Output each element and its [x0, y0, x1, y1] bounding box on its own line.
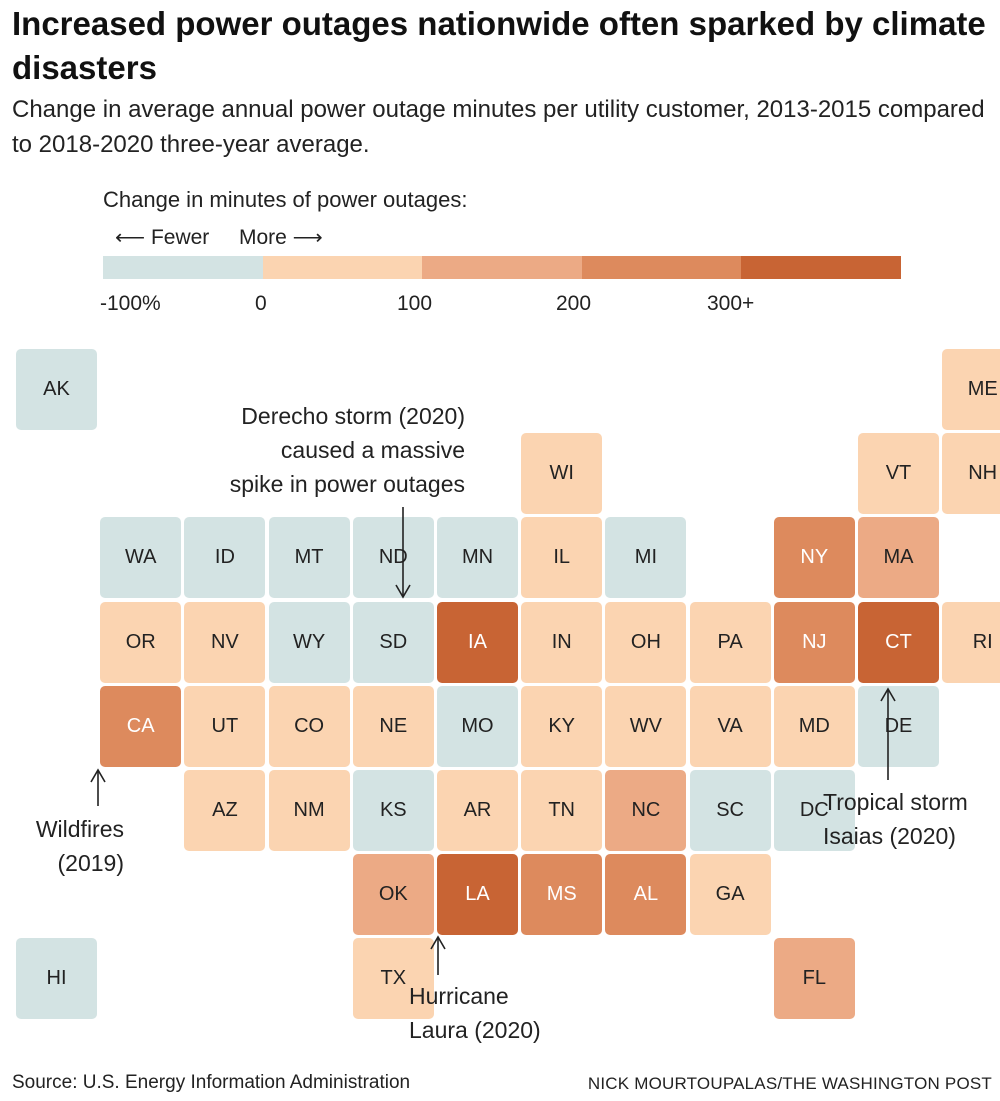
legend-color-swatch	[741, 256, 901, 279]
state-tile-mi: MI	[605, 517, 687, 599]
annotation-line: caused a massive	[280, 437, 465, 463]
chart-title: Increased power outages nationwide often…	[12, 5, 986, 86]
state-tile-nh: NH	[942, 433, 1000, 515]
state-tile-mo: MO	[437, 685, 518, 767]
state-tile-nv: NV	[184, 601, 266, 683]
laura-annotation: Hurricane Laura (2020)	[409, 979, 541, 1047]
state-tile-or: OR	[100, 601, 182, 683]
state-tile-ga: GA	[689, 854, 771, 936]
state-tile-al: AL	[605, 854, 687, 936]
legend-color-swatch	[262, 256, 423, 279]
state-tile-wy: WY	[268, 601, 350, 683]
state-tile-ar: AR	[437, 770, 518, 851]
state-tile-in: IN	[521, 601, 603, 683]
isaias-arrowhead	[880, 687, 896, 702]
annotation-line: spike in power outages	[229, 471, 465, 497]
state-tile-ne: NE	[352, 685, 434, 767]
annotation-line: Hurricane	[409, 983, 509, 1009]
state-tile-la: LA	[437, 854, 518, 936]
legend-color-swatch	[422, 256, 582, 279]
state-tile-ma: MA	[858, 517, 939, 599]
state-tile-az: AZ	[184, 770, 266, 851]
state-tile-vt: VT	[858, 433, 939, 515]
state-tile-sd: SD	[352, 601, 434, 683]
state-tile-ct: CT	[858, 601, 939, 683]
legend-color-swatch	[103, 256, 263, 279]
state-tile-ky: KY	[521, 685, 603, 767]
source-note: Source: U.S. Energy Information Administ…	[12, 1072, 411, 1093]
state-tile-ia: IA	[437, 601, 518, 683]
state-tile-wa: WA	[100, 517, 182, 599]
state-tile-ny: NY	[773, 517, 855, 599]
state-tile-tn: TN	[521, 770, 603, 851]
annotation-line: Wildfires	[35, 816, 124, 842]
laura-arrowhead	[430, 935, 446, 950]
state-tile-dc: DC	[773, 770, 855, 851]
annotation-line: Isaias (2020)	[823, 823, 956, 849]
legend-color-swatch	[581, 256, 742, 279]
legend-color-scale	[103, 256, 901, 279]
chart-subtitle: Change in average annual power outage mi…	[12, 96, 985, 158]
state-tile-md: MD	[773, 685, 855, 767]
state-tile-tx: TX	[352, 938, 434, 1020]
annotation-line: (2019)	[57, 850, 124, 876]
state-tile-hi: HI	[16, 938, 97, 1020]
derecho-annotation: Derecho storm (2020) caused a massive sp…	[186, 399, 465, 501]
state-tile-nc: NC	[605, 770, 687, 851]
state-tile-ri: RI	[942, 601, 1000, 683]
derecho-arrowhead	[395, 584, 411, 599]
annotation-line: Laura (2020)	[409, 1017, 541, 1043]
legend-title: Change in minutes of power outages:	[103, 187, 468, 212]
legend-tick: 0	[255, 292, 267, 315]
state-tile-nm: NM	[268, 770, 350, 851]
legend-tick: 300+	[707, 292, 755, 315]
state-tile-ms: MS	[521, 854, 603, 936]
state-tile-id: ID	[184, 517, 266, 599]
credit-line: NICK MOURTOUPALAS/THE WASHINGTON POST	[587, 1074, 992, 1093]
legend-tick: 100	[397, 292, 433, 315]
state-tile-ok: OK	[352, 854, 434, 936]
wildfires-arrowhead	[90, 768, 106, 783]
state-tile-wi: WI	[521, 433, 603, 515]
state-tile-co: CO	[268, 685, 350, 767]
state-tile-fl: FL	[773, 938, 855, 1020]
legend-fewer-label: ⟵ Fewer	[115, 226, 210, 249]
state-tile-va: VA	[689, 685, 771, 767]
state-tile-il: IL	[521, 517, 603, 599]
isaias-annotation: Tropical storm Isaias (2020)	[823, 785, 968, 853]
state-tile-pa: PA	[689, 601, 771, 683]
state-tile-oh: OH	[605, 601, 687, 683]
state-tile-sc: SC	[689, 770, 771, 851]
legend-tick: 200	[556, 292, 592, 315]
legend-direction: ⟵ Fewer More ⟶	[115, 225, 323, 250]
state-tile-mt: MT	[268, 517, 350, 599]
state-tile-de: DE	[858, 685, 939, 767]
state-tile-ak: AK	[16, 349, 97, 430]
state-tile-ca: CA	[100, 685, 182, 767]
state-tile-me: ME	[942, 349, 1000, 430]
state-tile-wv: WV	[605, 685, 687, 767]
state-tile-ks: KS	[352, 770, 434, 851]
state-tile-nd: ND	[352, 517, 434, 599]
wildfires-annotation: Wildfires (2019)	[19, 812, 124, 880]
state-tile-mn: MN	[437, 517, 518, 599]
state-tile-nj: NJ	[773, 601, 855, 683]
annotation-line: Derecho storm (2020)	[241, 403, 465, 429]
legend-tick: -100%	[100, 292, 161, 315]
legend-more-label: More ⟶	[238, 226, 323, 249]
annotation-line: Tropical storm	[823, 789, 968, 815]
state-tile-ut: UT	[184, 685, 266, 767]
